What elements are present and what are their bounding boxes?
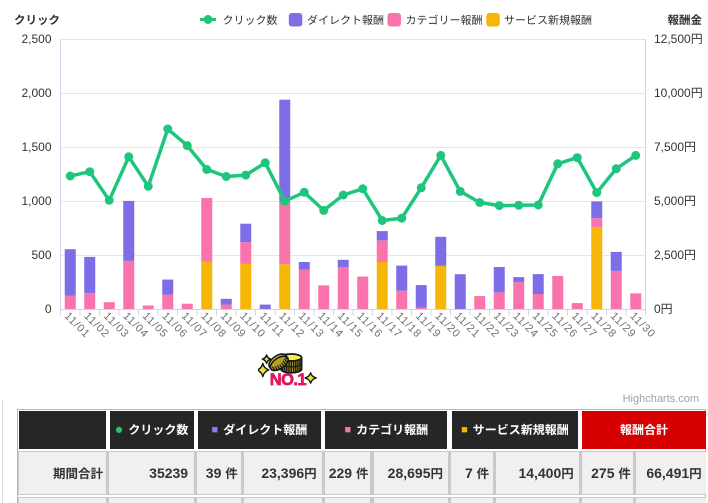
svg-text:0: 0: [45, 302, 52, 316]
svg-text:500: 500: [31, 248, 51, 262]
svg-text:カテゴリー報酬: カテゴリー報酬: [406, 14, 483, 27]
svg-text:報酬金: 報酬金: [668, 14, 703, 27]
svg-text:クリック: クリック: [14, 14, 60, 27]
svg-text:2,500円: 2,500円: [654, 248, 696, 262]
svg-text:0円: 0円: [654, 302, 673, 316]
svg-text:10,000円: 10,000円: [654, 86, 703, 100]
svg-text:12,500円: 12,500円: [654, 32, 703, 46]
svg-text:2,500: 2,500: [21, 32, 51, 46]
svg-text:2,000: 2,000: [21, 86, 51, 100]
svg-text:サービス新規報酬: サービス新規報酬: [504, 14, 592, 27]
svg-text:5,000円: 5,000円: [654, 194, 696, 208]
svg-text:7,500円: 7,500円: [654, 140, 696, 154]
svg-text:NO.1: NO.1: [270, 371, 307, 389]
svg-text:Highcharts.com: Highcharts.com: [623, 393, 699, 405]
svg-text:クリック数: クリック数: [223, 14, 278, 27]
svg-text:1,000: 1,000: [21, 194, 51, 208]
svg-text:1,500: 1,500: [21, 140, 51, 154]
svg-text:ダイレクト報酬: ダイレクト報酬: [307, 14, 384, 27]
